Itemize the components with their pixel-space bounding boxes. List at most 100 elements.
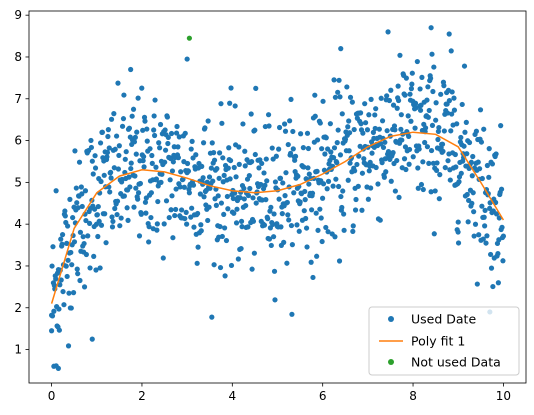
used-data-point [115, 166, 122, 172]
used-data-point [167, 177, 173, 183]
used-data-point [301, 164, 307, 170]
used-data-point [121, 92, 127, 98]
used-data-point [227, 157, 234, 164]
used-data-point [207, 185, 213, 191]
used-data-point [416, 146, 422, 152]
used-data-point [240, 121, 246, 127]
used-data-point [77, 277, 83, 284]
used-data-point [479, 203, 485, 209]
used-data-point [363, 120, 369, 126]
used-data-point [263, 156, 269, 162]
used-data-point [337, 152, 344, 158]
used-data-point [281, 121, 288, 127]
used-data-point [295, 173, 301, 179]
used-data-point [181, 184, 187, 190]
used-data-point [330, 183, 336, 189]
used-data-point [367, 159, 373, 165]
used-data-point [228, 262, 235, 269]
used-data-point [68, 249, 74, 256]
used-data-point [394, 157, 400, 164]
used-data-point [469, 173, 475, 179]
used-data-point [441, 83, 447, 89]
used-data-point [325, 178, 332, 184]
used-data-point [195, 210, 201, 217]
y-tick-label: 3 [14, 259, 22, 273]
used-data-point [482, 207, 488, 213]
used-data-point [65, 343, 72, 349]
x-tick-label: 4 [228, 389, 236, 403]
used-data-point [57, 282, 63, 288]
used-data-point [205, 217, 211, 224]
used-data-point [463, 119, 469, 125]
used-data-point [498, 123, 504, 129]
used-data-point [294, 222, 300, 228]
used-data-point [48, 328, 55, 334]
legend-label-poly-fit: Poly fit 1 [411, 334, 465, 349]
used-data-point [481, 214, 487, 220]
used-data-point [198, 222, 204, 228]
used-data-point [289, 242, 295, 248]
used-data-point [211, 157, 218, 163]
used-data-point [216, 150, 223, 156]
used-data-point [242, 148, 248, 154]
used-data-point [390, 102, 397, 108]
y-tick-label: 2 [14, 301, 22, 315]
used-data-point [250, 195, 256, 201]
used-data-point [368, 185, 374, 191]
used-data-point [216, 175, 222, 181]
used-data-point [470, 153, 476, 160]
used-data-point [119, 123, 126, 129]
used-data-point [462, 129, 468, 135]
used-data-point [258, 181, 264, 188]
used-data-point [428, 189, 434, 195]
used-data-point [232, 103, 238, 109]
used-data-point [341, 211, 347, 217]
used-data-point [161, 221, 167, 227]
used-data-point [396, 194, 402, 200]
used-data-point [112, 205, 118, 212]
used-data-point [227, 100, 233, 106]
used-data-point [69, 262, 75, 268]
used-data-point [420, 186, 426, 193]
used-data-point [277, 175, 284, 181]
used-data-point [53, 276, 59, 282]
used-data-point [62, 208, 68, 214]
used-data-point [135, 95, 141, 101]
used-data-point [482, 223, 488, 229]
used-data-point [446, 98, 452, 104]
used-data-point [96, 218, 102, 224]
not-used-data-point [186, 35, 192, 41]
axes-frame [28, 10, 527, 384]
used-data-point [226, 145, 232, 151]
used-data-point [379, 160, 385, 166]
used-data-point [375, 181, 381, 187]
used-data-point [391, 123, 398, 129]
used-data-point [142, 199, 149, 205]
used-data-point [388, 87, 394, 93]
used-data-point [162, 127, 168, 133]
used-data-point [97, 265, 103, 271]
used-data-point [309, 207, 315, 213]
used-data-point [121, 193, 127, 199]
used-data-point [95, 233, 101, 240]
used-data-point [288, 222, 295, 229]
used-data-point [250, 218, 257, 224]
used-data-point [434, 160, 440, 166]
used-data-point [340, 188, 346, 194]
used-data-point [417, 86, 423, 92]
used-data-point [498, 186, 505, 192]
used-data-point [246, 173, 252, 179]
used-data-point [88, 144, 95, 151]
used-data-point [347, 160, 353, 166]
x-tick-label: 6 [319, 389, 327, 403]
used-data-point [428, 25, 434, 31]
used-data-point [382, 139, 388, 145]
used-data-point [125, 217, 131, 223]
used-data-point [140, 127, 146, 133]
used-data-point [433, 117, 439, 123]
used-data-point [466, 139, 473, 146]
used-data-point [310, 274, 316, 281]
used-data-point [402, 144, 409, 150]
used-data-point [303, 215, 309, 222]
used-data-point [395, 83, 401, 89]
